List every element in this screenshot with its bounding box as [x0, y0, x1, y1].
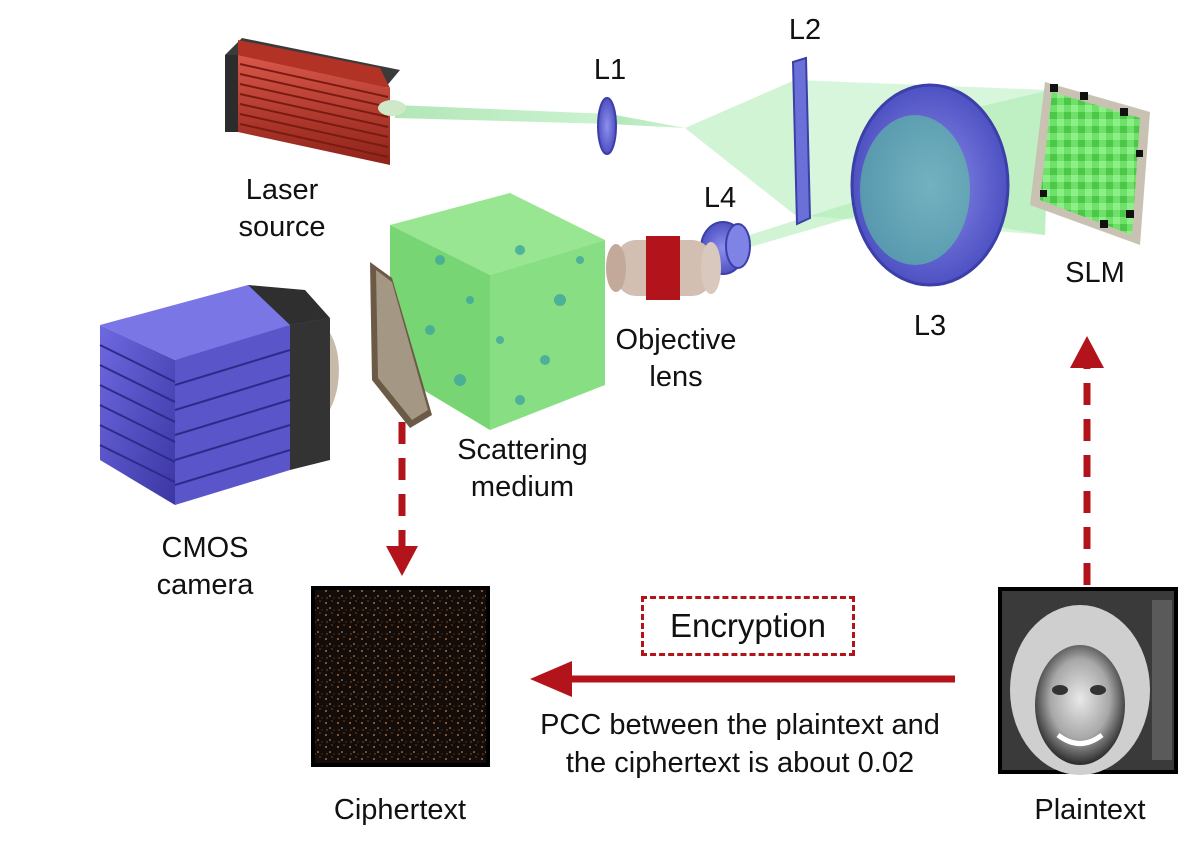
- speckle-layer: [370, 262, 432, 428]
- plaintext-label: Plaintext: [1034, 794, 1146, 826]
- pcc-note-line-2: the ciphertext is about 0.02: [565, 747, 915, 779]
- capture-arrow: [386, 422, 418, 576]
- scattering-label-line-1: Scattering: [457, 434, 588, 466]
- laser-label-line-1: Laser: [245, 174, 319, 206]
- pcc-note: PCC between the plaintext and the cipher…: [505, 706, 975, 782]
- l1-label: L1: [593, 54, 627, 86]
- laser-source: [225, 38, 406, 165]
- l4-label: L4: [703, 182, 737, 214]
- scattering-medium-label: Scattering medium: [445, 432, 600, 506]
- lens-l3: [850, 83, 1010, 287]
- ciphertext-image: [311, 586, 490, 767]
- objective-label-line-2: lens: [649, 361, 703, 393]
- objective-lens: [606, 236, 721, 300]
- objective-label-line-1: Objective: [615, 324, 737, 356]
- slm-label: SLM: [1065, 257, 1125, 289]
- slm-device: [1030, 82, 1150, 245]
- l2-label: L2: [788, 14, 822, 46]
- cmos-label-line-2: camera: [156, 569, 254, 601]
- cmos-camera: [99, 285, 339, 505]
- lens-l2: [791, 56, 812, 226]
- laser-label-line-2: source: [238, 211, 326, 243]
- load-arrow: [1070, 336, 1104, 585]
- lens-l1: [597, 97, 617, 155]
- plaintext-image: [998, 587, 1178, 775]
- cmos-label-line-1: CMOS: [161, 532, 249, 564]
- l3-label: L3: [913, 310, 947, 342]
- pcc-note-line-1: PCC between the plaintext and: [540, 709, 940, 741]
- ciphertext-label: Ciphertext: [333, 794, 467, 826]
- encryption-arrow: [530, 661, 955, 697]
- scattering-label-line-2: medium: [470, 471, 575, 503]
- cmos-camera-label: CMOS camera: [140, 530, 270, 604]
- objective-lens-label: Objective lens: [605, 322, 747, 396]
- encryption-label: Encryption: [641, 596, 855, 656]
- laser-source-label: Laser source: [222, 172, 342, 246]
